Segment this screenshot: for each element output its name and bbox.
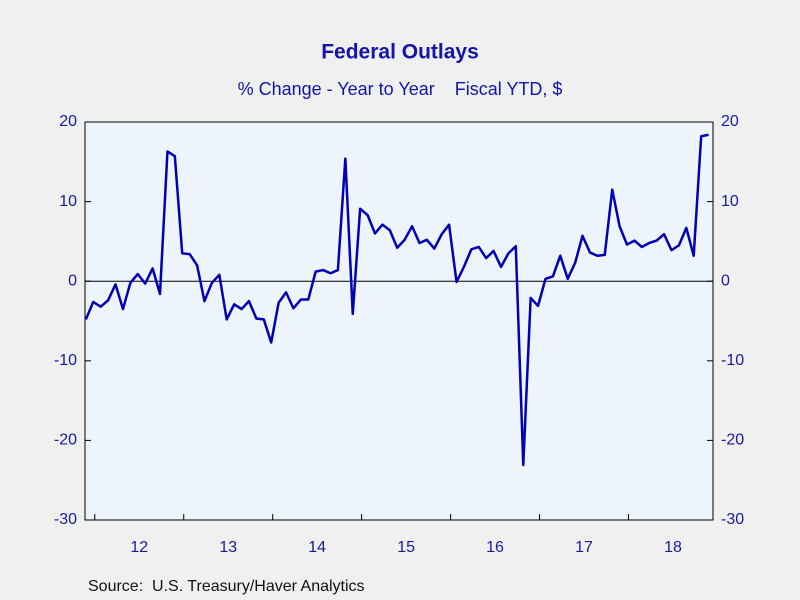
- plot-area: [84, 121, 714, 521]
- x-tick-label: 12: [130, 539, 148, 556]
- x-tick-label: 16: [486, 539, 504, 556]
- y-tick-label: -30: [54, 511, 77, 528]
- x-tick-label: 13: [219, 539, 237, 556]
- x-tick-label: 15: [397, 539, 415, 556]
- y2-tick-label: -10: [721, 352, 744, 369]
- y2-tick-label: 10: [721, 193, 739, 210]
- y2-tick-label: -20: [721, 432, 744, 449]
- y2-tick-label: 0: [721, 272, 730, 289]
- y2-tick-label: -30: [721, 511, 744, 528]
- y-tick-label: 10: [59, 193, 77, 210]
- series-line: [84, 133, 709, 467]
- x-tick-label: 18: [664, 539, 682, 556]
- source: Source: U.S. Treasury/Haver Analytics: [88, 578, 365, 595]
- y-tick-label: 0: [68, 272, 77, 289]
- x-tick-label: 14: [308, 539, 326, 556]
- y-tick-label: 20: [59, 113, 77, 130]
- y-tick-label: -20: [54, 432, 77, 449]
- y-tick-label: -10: [54, 352, 77, 369]
- chart-subtitle: % Change - Year to Year Fiscal YTD, $: [238, 79, 563, 99]
- x-tick-label: 17: [575, 539, 593, 556]
- y2-tick-label: 20: [721, 113, 739, 130]
- chart-title: Federal Outlays: [321, 41, 479, 64]
